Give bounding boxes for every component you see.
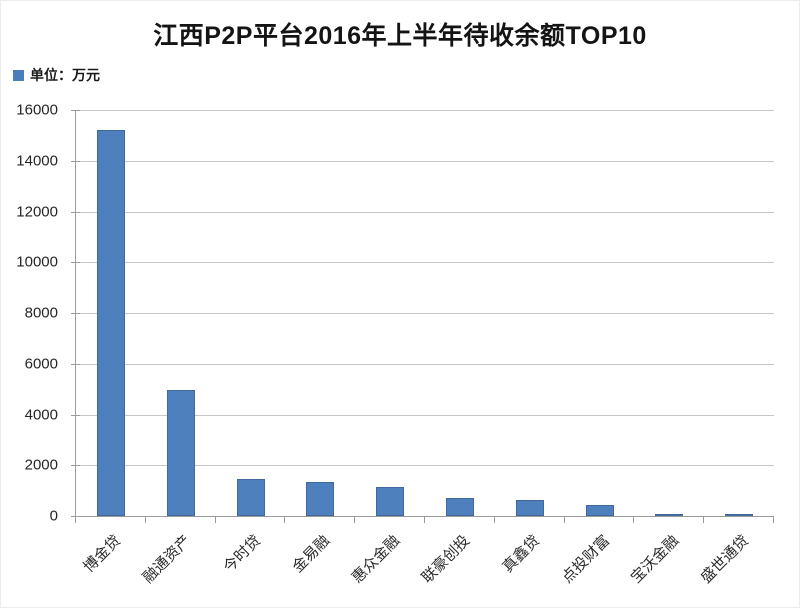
bar-盛世通贷 [725,513,754,516]
gridline [76,313,774,314]
y-axis-tick-mark [71,516,80,517]
x-axis-label: 融通资产 [139,532,194,587]
legend-swatch [13,69,24,81]
bar-宝沃金融 [655,513,684,516]
gridline [76,110,774,111]
x-axis-tick-mark [493,516,495,523]
gridline [76,160,774,162]
x-axis-label: 点投财富 [558,532,613,587]
y-axis-tick-label: 8000 [24,304,58,322]
x-axis-label: 宝沃金融 [627,532,683,587]
x-axis-tick-mark [75,516,76,523]
x-axis-tick-mark [703,516,705,523]
chart-title: 江西P2P平台2016年上半年待收余额TOP10 [153,22,647,50]
y-axis-tick-labels: 0 2000 4000 6000 8000 10000 12000 14000 16000 [0,102,66,525]
x-axis-label: 盛世通贷 [697,532,753,587]
y-axis-tick-mark [71,363,80,365]
y-axis-tick-label: 14000 [16,152,58,170]
x-axis-tick-mark [144,516,146,523]
bar-今时贷 [236,479,265,516]
y-axis-tick-mark [71,262,80,264]
bar-真鑫贷 [515,500,544,516]
legend-label: 单位：万元 [30,67,100,83]
y-axis-tick-label: 0 [49,507,58,525]
x-axis-tick-mark [214,516,216,523]
x-axis-tick-mark [424,516,425,523]
x-axis-tick-mark [284,516,286,523]
y-axis-tick-mark [71,110,80,111]
y-axis-tick-label: 4000 [24,406,58,423]
y-axis-tick-label: 12000 [16,203,58,220]
bar-联豪创投 [445,498,474,516]
gridline [76,465,774,467]
chart-legend: 单位：万元 [13,65,100,85]
y-axis-tick-mark [71,465,80,467]
bar-博金贷 [96,130,125,516]
x-axis-label: 今时贷 [219,532,264,576]
gridline [76,414,774,416]
x-axis-labels: 博金贷 融通资产 今时贷 金易融 惠众金融 联豪创投 真鑫贷 点投财富 宝沃金融 盛世通贷 [75,522,773,608]
x-axis-label: 金易融 [289,532,334,576]
x-axis-tick-mark [773,516,774,523]
y-axis-tick-label: 6000 [24,355,58,373]
plot-area [71,110,774,523]
y-axis-tick-label: 10000 [16,253,58,271]
y-axis-tick-label: 16000 [16,101,58,119]
x-axis-label: 真鑫贷 [498,532,543,576]
x-axis-label: 惠众金融 [348,532,404,587]
y-axis-tick-mark [71,414,80,416]
bar-点投财富 [585,504,614,516]
y-axis-tick-label: 2000 [24,456,58,474]
y-axis-tick-mark [71,160,80,162]
y-axis-tick-mark [71,313,80,314]
bar-惠众金融 [376,486,405,516]
x-axis-tick-mark [354,516,356,523]
bar-金易融 [306,482,335,516]
x-axis-label: 博金贷 [80,532,125,576]
x-axis-label: 联豪创投 [418,532,474,587]
x-axis-tick-mark [563,516,565,523]
x-axis-tick-mark [633,516,635,523]
bar-融通资产 [166,390,195,516]
gridline [76,262,774,264]
gridline [76,211,774,213]
gridline [76,363,774,365]
y-axis-tick-mark [71,211,80,213]
